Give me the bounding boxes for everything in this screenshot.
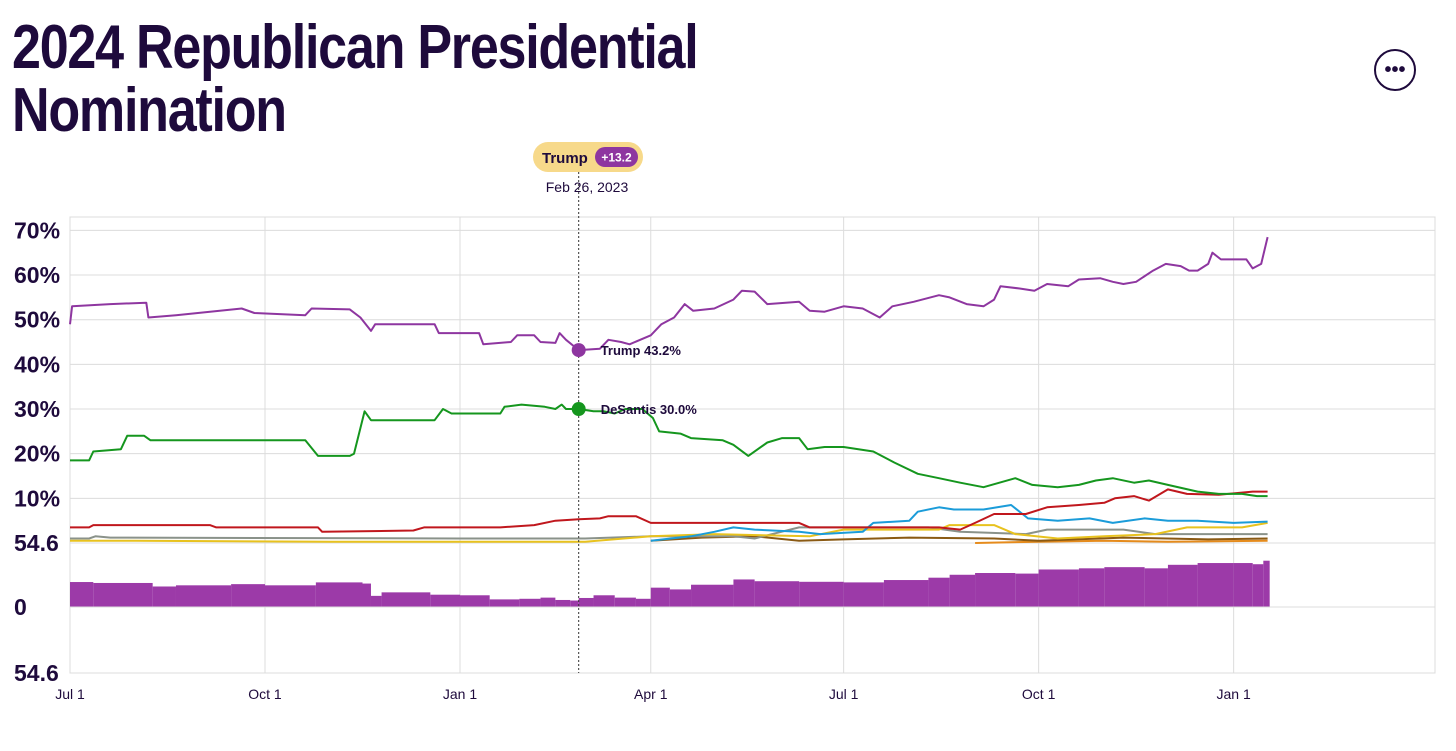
y-tick-label: 30%	[14, 396, 60, 422]
margin-bar	[231, 584, 265, 607]
margin-bar	[635, 598, 651, 607]
tooltip-margin: +13.2	[601, 151, 632, 165]
more-options-button[interactable]: •••	[1374, 49, 1416, 91]
margin-bar	[362, 583, 371, 607]
margin-bar	[70, 582, 94, 607]
series-line-trump	[69, 236, 1269, 352]
margin-bar	[540, 597, 556, 607]
margin-bar	[265, 585, 316, 607]
margin-bar	[975, 573, 1016, 607]
margin-bar	[1144, 568, 1168, 607]
y-tick-label: 50%	[14, 307, 60, 333]
margin-bar	[519, 598, 541, 607]
margin-bar	[1015, 573, 1039, 607]
x-tick-label: Oct 1	[1022, 686, 1056, 702]
title-line-2: Nomination	[12, 76, 287, 145]
bar-axis-label: 54.6	[14, 660, 59, 686]
y-tick-label: 40%	[14, 351, 60, 377]
margin-bar	[928, 577, 950, 607]
margin-bar	[614, 597, 636, 607]
margin-bar	[570, 600, 579, 607]
margin-bar	[93, 582, 153, 607]
margin-bar	[843, 582, 884, 607]
series-line	[70, 526, 1268, 540]
margin-bar	[593, 595, 615, 607]
x-tick-label: Apr 1	[634, 686, 668, 702]
margin-bar	[1233, 563, 1253, 607]
x-axis: Jul 1 Oct 1 Jan 1 Apr 1 Jul 1 Oct 1 Jan 1	[55, 686, 1251, 702]
margin-bar	[430, 594, 460, 607]
margin-bar	[1252, 564, 1264, 607]
margin-bar	[381, 592, 431, 607]
margin-bar	[1104, 567, 1145, 607]
margin-bar	[949, 574, 976, 607]
margin-bar	[555, 599, 571, 607]
margin-bar	[883, 580, 929, 607]
grid	[69, 216, 1436, 674]
y-tick-label: 10%	[14, 485, 60, 511]
x-tick-label: Jul 1	[829, 686, 859, 702]
margin-bar	[315, 582, 363, 607]
y-tick-label: 20%	[14, 441, 60, 467]
horizontal-gridlines	[70, 229, 1435, 544]
margin-bar	[578, 597, 594, 607]
margin-bar	[650, 587, 670, 607]
y-tick-label: 70%	[14, 217, 60, 243]
series-line	[70, 488, 1268, 533]
margin-bar	[754, 581, 800, 607]
tooltip-margin-bg	[595, 147, 638, 167]
y-tick-label: 54.6	[14, 530, 59, 556]
margin-bar	[1167, 564, 1198, 607]
hover-points: Trump 43.2% DeSantis 30.0%	[571, 343, 698, 417]
tooltip-badge: Trump +13.2	[533, 142, 643, 172]
margin-bar	[1197, 563, 1234, 607]
lower-panel-bars	[70, 560, 1270, 607]
page-title: 2024 Republican Presidential Nomination	[12, 16, 818, 142]
ellipsis-icon: •••	[1384, 59, 1406, 81]
margin-bar	[175, 585, 232, 607]
margin-bar	[1038, 569, 1079, 607]
x-tick-label: Jul 1	[55, 686, 85, 702]
margin-bar	[1078, 568, 1105, 607]
x-tick-label: Oct 1	[248, 686, 282, 702]
tooltip-date: Feb 26, 2023	[546, 179, 629, 195]
hover-label-desantis: DeSantis 30.0%	[601, 402, 698, 417]
margin-bar	[152, 586, 176, 607]
margin-bar	[733, 579, 755, 607]
hover-point-desantis	[571, 402, 586, 417]
series-line	[650, 504, 1268, 542]
series-line-desantis	[70, 403, 1268, 498]
hover-label-trump: Trump 43.2%	[601, 343, 682, 358]
margin-bar	[1263, 560, 1270, 607]
margin-bar	[799, 581, 844, 607]
series-line	[975, 539, 1268, 544]
hover-point-trump	[571, 343, 586, 358]
y-axis: 70% 60% 50% 40% 30% 20% 10% 54.6 0 54.6	[14, 217, 60, 686]
x-tick-label: Jan 1	[1217, 686, 1251, 702]
y-tick-label: 60%	[14, 262, 60, 288]
x-tick-label: Jan 1	[443, 686, 477, 702]
margin-bar	[370, 595, 382, 607]
margin-bar	[669, 589, 692, 607]
bar-axis-label: 0	[14, 594, 27, 620]
series-lines	[69, 236, 1269, 544]
tooltip-leader-name: Trump	[542, 150, 588, 167]
margin-bar	[691, 584, 734, 607]
margin-bar	[460, 595, 490, 607]
title-line-1: 2024 Republican Presidential	[12, 13, 699, 82]
margin-bar	[489, 599, 520, 607]
